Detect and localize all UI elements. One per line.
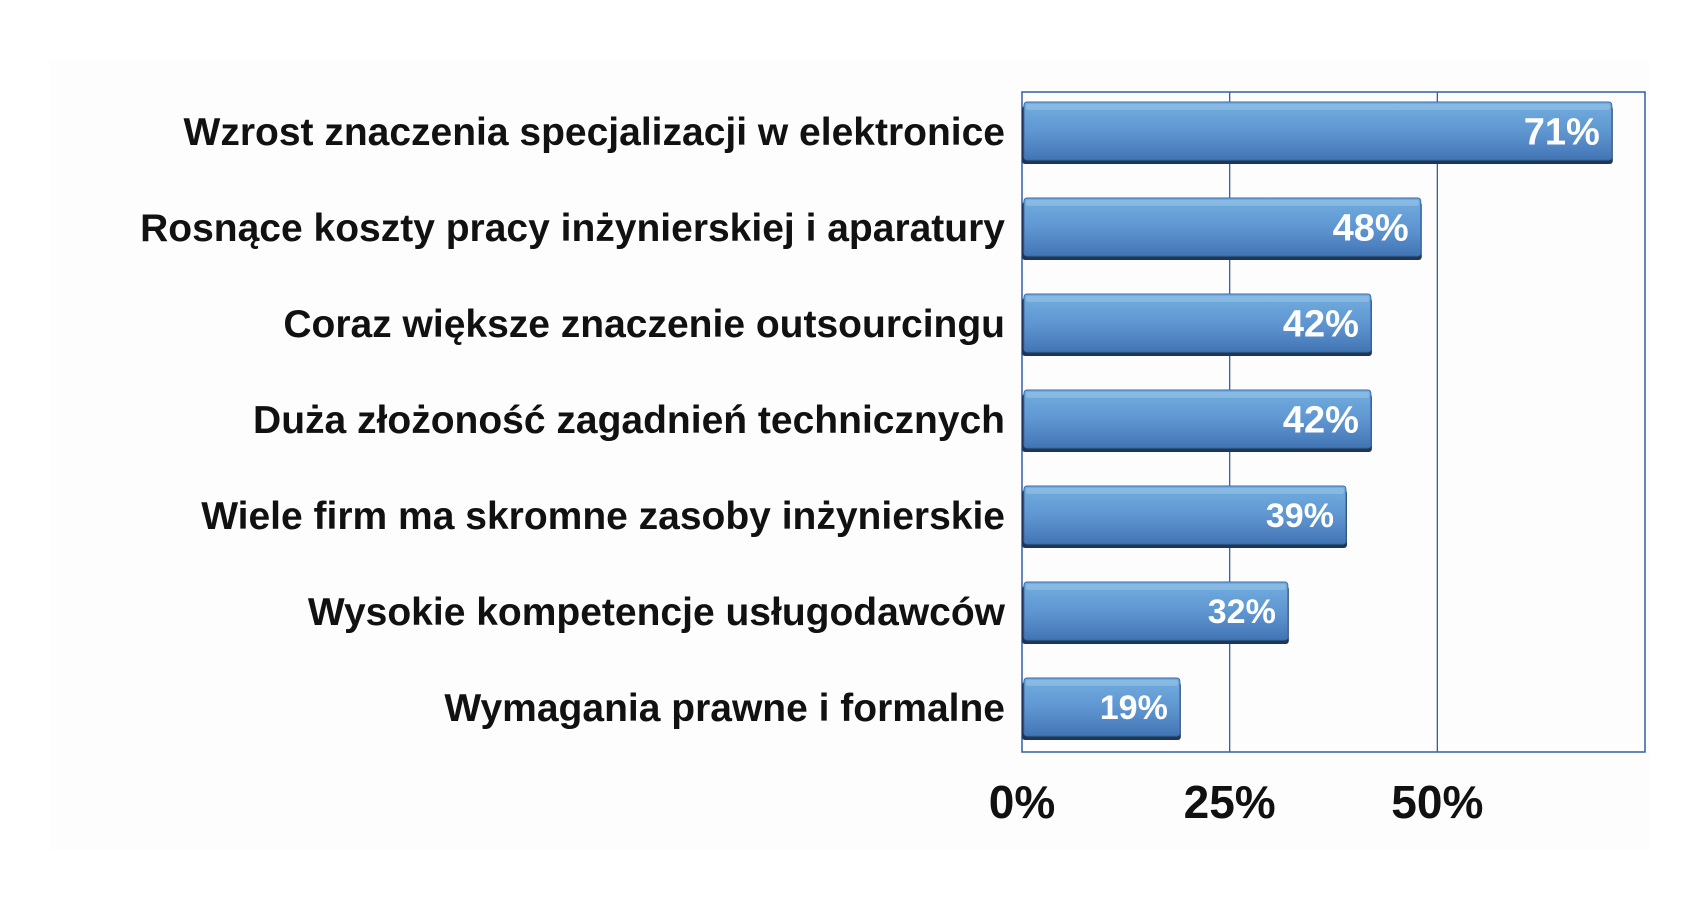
bars: 71% 48% 42% 42% 39% 32% 19% [1022, 101, 1613, 740]
category-labels: Wzrost znaczenia specjalizacji w elektro… [140, 111, 1006, 730]
bar [1023, 293, 1372, 353]
bar-highlight [1026, 680, 1178, 686]
bar-highlight [1026, 488, 1344, 494]
bar-highlight [1026, 296, 1369, 302]
bar [1023, 677, 1181, 737]
bar-highlight [1026, 392, 1369, 398]
bar-value-label: 42% [1283, 400, 1359, 442]
bar-highlight [1026, 584, 1286, 590]
x-axis-tick-labels: 0% 25% 50% [989, 776, 1484, 828]
bar-value-label: 39% [1266, 497, 1334, 535]
x-tick-label: 0% [989, 776, 1055, 828]
bar-value-label: 42% [1283, 304, 1359, 346]
bar-highlight [1026, 200, 1419, 206]
category-label: Wiele firm ma skromne zasoby inżynierski… [201, 495, 1005, 538]
bar-highlight [1026, 104, 1610, 110]
category-label: Wzrost znaczenia specjalizacji w elektro… [184, 111, 1005, 154]
bar-value-label: 19% [1100, 689, 1168, 727]
bar [1023, 197, 1422, 257]
bar-group-6: 19% [1022, 677, 1181, 740]
bar-group-2: 42% [1022, 293, 1372, 356]
category-label: Rosnące koszty pracy inżynierskiej i apa… [140, 207, 1005, 250]
bar-group-3: 42% [1022, 389, 1372, 452]
bar-group-4: 39% [1022, 485, 1347, 548]
category-label: Duża złożoność zagadnień technicznych [253, 399, 1005, 442]
category-label: Coraz większe znaczenie outsourcingu [283, 303, 1005, 346]
bar [1023, 101, 1613, 161]
bar [1023, 485, 1347, 545]
bar-value-label: 71% [1524, 112, 1600, 154]
bar-value-label: 32% [1208, 593, 1276, 631]
category-label: Wymagania prawne i formalne [444, 687, 1005, 730]
bar-group-5: 32% [1022, 581, 1289, 644]
bar-group-0: 71% [1022, 101, 1613, 164]
x-tick-label: 50% [1391, 776, 1483, 828]
bar [1023, 581, 1289, 641]
bar [1023, 389, 1372, 449]
category-label: Wysokie kompetencje usługodawców [308, 591, 1006, 634]
bar-value-label: 48% [1333, 208, 1409, 250]
chart-background [50, 60, 1650, 850]
bar-group-1: 48% [1022, 197, 1422, 260]
x-tick-label: 25% [1184, 776, 1276, 828]
